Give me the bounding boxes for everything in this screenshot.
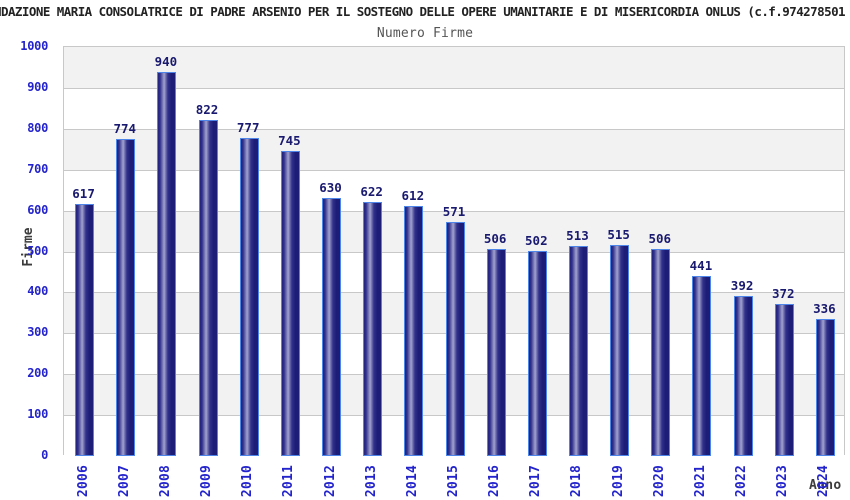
bar-value-label: 515: [607, 227, 630, 243]
bar-value-label: 940: [154, 53, 178, 69]
grid-band: [64, 169, 844, 212]
bar: [486, 249, 506, 456]
y-tick-label: 300: [27, 325, 48, 340]
x-tick-label: 2024: [816, 464, 832, 498]
bar: [651, 249, 671, 456]
x-tick-label: 2023: [775, 464, 791, 498]
y-tick-label: 0: [41, 448, 48, 462]
x-tick-label: 2007: [116, 464, 132, 498]
bar-value-label: 612: [401, 187, 425, 203]
x-tick-label: 2015: [446, 464, 461, 498]
x-tick-label: 2021: [692, 464, 708, 498]
bar: [239, 138, 259, 456]
chart-subtitle: Numero Firme: [376, 26, 474, 41]
bar-value-label: 336: [813, 300, 836, 316]
plot-area: [63, 46, 845, 457]
x-tick-label: 2011: [281, 464, 297, 498]
bar: [733, 295, 753, 456]
x-tick-label: 2016: [487, 464, 503, 498]
x-tick-label: 2012: [322, 464, 338, 498]
y-tick-label: 900: [27, 79, 48, 94]
x-tick-label: 2014: [404, 464, 420, 498]
grid-band: [64, 128, 844, 171]
bar: [568, 246, 588, 456]
y-tick-label: 100: [27, 407, 48, 422]
x-axis-title: Anno: [809, 478, 842, 493]
bar: [815, 318, 835, 456]
bar-value-label: 745: [278, 133, 301, 149]
x-tick-label: 2022: [734, 464, 750, 498]
bar-value-label: 774: [113, 121, 137, 137]
x-tick-label: 2017: [528, 464, 544, 498]
bar-value-label: 372: [771, 285, 795, 301]
x-tick-label: 2008: [157, 464, 173, 498]
bar-value-label: 571: [442, 204, 466, 220]
bar: [198, 119, 218, 456]
bar: [280, 151, 300, 456]
y-tick-label: 600: [27, 202, 48, 217]
bar-value-label: 502: [525, 232, 548, 248]
x-tick-label: 2020: [651, 464, 667, 498]
x-tick-label: 2013: [363, 464, 379, 498]
bar: [527, 250, 547, 456]
bar: [692, 275, 712, 456]
bar: [610, 245, 630, 456]
bar-value-label: 630: [319, 180, 342, 196]
bar: [363, 201, 383, 456]
bar: [157, 71, 177, 456]
bar: [445, 222, 465, 456]
grid-band: [64, 47, 844, 89]
bar: [774, 303, 794, 456]
bar: [404, 205, 424, 456]
x-tick-label: 2006: [75, 464, 91, 498]
y-tick-label: 200: [27, 366, 48, 381]
y-tick-label: 700: [27, 161, 48, 176]
y-tick-label: 500: [27, 243, 48, 258]
grid-band: [64, 87, 844, 130]
bar-value-label: 777: [236, 120, 260, 136]
y-tick-label: 400: [27, 284, 48, 299]
x-tick-label: 2019: [610, 464, 626, 498]
bar-value-label: 513: [566, 228, 589, 244]
bar-value-label: 441: [689, 257, 713, 273]
bar: [75, 203, 95, 456]
y-tick-label: 800: [27, 120, 48, 135]
x-tick-label: 2009: [199, 464, 215, 498]
bar: [322, 198, 342, 456]
y-tick-label: 1000: [20, 39, 48, 53]
bar-value-label: 822: [195, 101, 219, 117]
bar-value-label: 506: [648, 231, 672, 247]
x-tick-label: 2018: [569, 464, 585, 498]
chart-title: NDAZIONE MARIA CONSOLATRICE DI PADRE ARS…: [0, 4, 846, 19]
bar-value-label: 506: [483, 231, 507, 247]
bar: [116, 139, 136, 456]
bar-value-label: 622: [360, 183, 383, 199]
x-tick-label: 2010: [240, 464, 256, 498]
bar-value-label: 617: [72, 185, 95, 201]
bar-value-label: 392: [730, 277, 754, 293]
